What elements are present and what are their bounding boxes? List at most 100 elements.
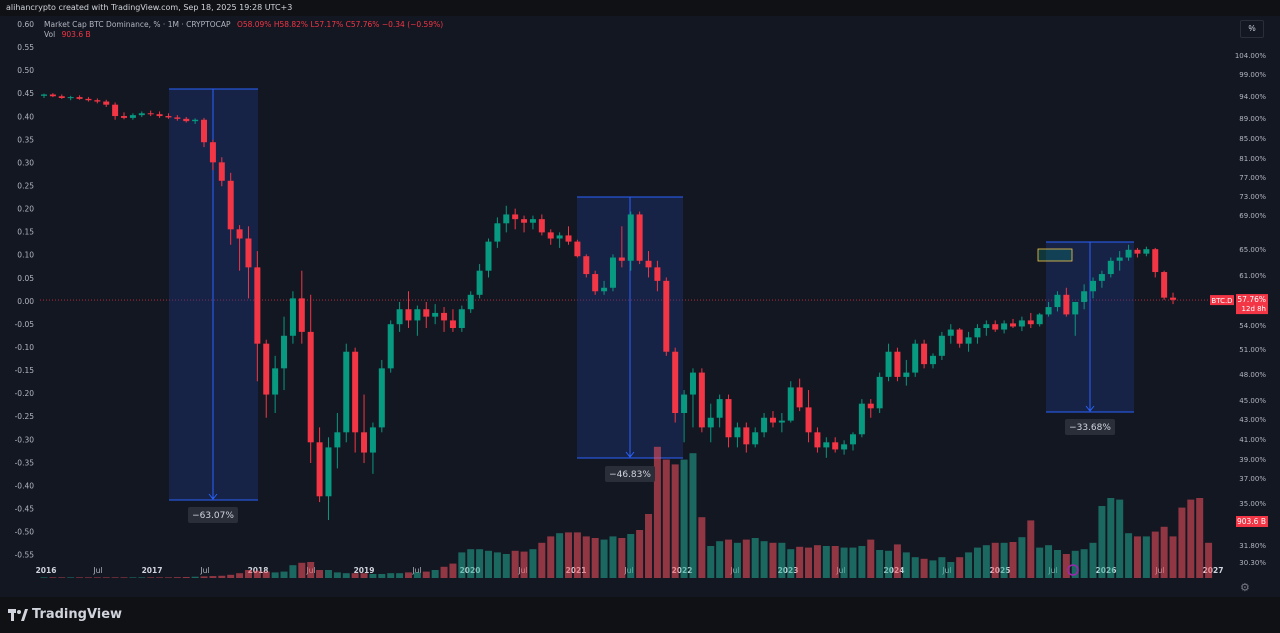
volume-bar [1160,526,1168,578]
candle-body [94,100,101,102]
candle-body [1081,291,1088,302]
candle-body [912,343,919,373]
brand-name: TradingView [32,607,123,622]
candle-body [1010,323,1017,327]
right-axis-tick: 73.00% [1239,193,1266,201]
volume-bar [182,577,190,578]
right-axis-tick: 69.00% [1239,212,1266,220]
x-axis-tick: 2027 [1203,566,1224,575]
volume-bar [1053,550,1061,578]
right-axis-tick: 77.00% [1239,174,1266,182]
volume-bar [324,570,332,578]
volume-bar [218,575,226,578]
candle-body [112,104,119,117]
candle-body [947,329,954,336]
percent-scale-button[interactable]: % [1240,20,1264,38]
candle-body [441,312,448,321]
volume-bar [1062,554,1070,578]
volume-bar [467,549,475,578]
chart-canvas[interactable]: 0.60 0.55 0.50 0.45 0.40 0.35 0.30 0.25 0.20 0.15… [0,16,1280,597]
candle-body [1063,294,1070,315]
volume-bar [787,549,795,578]
left-axis-tick: -0.45 [15,504,35,513]
candle-body [41,94,47,96]
candle-body [761,417,768,433]
candle-body [316,442,323,497]
volume-bar [1036,547,1044,578]
x-axis-tick: 2019 [354,566,375,575]
tradingview-logo-icon [8,608,28,621]
volume-bar [1080,549,1088,578]
left-axis-tick: 0.55 [17,43,34,52]
measure-2-label-bg [605,466,655,482]
volume-bar [67,577,75,578]
candle-body [414,309,421,321]
candle-body [1170,297,1177,300]
candle-body [1018,320,1025,327]
volume-bar [485,550,492,578]
volume-bar [805,547,813,578]
volume-bar [244,570,252,578]
candle-body [405,309,412,321]
left-axis-tick: -0.40 [15,481,35,490]
candle-body [752,432,759,445]
candle-body [618,257,625,261]
right-axis-tick: 35.00% [1239,500,1266,508]
volume-bar [609,536,617,578]
volume-bar [493,552,501,578]
volume-bar [760,541,768,578]
candle-body [556,235,563,239]
candle-body [734,427,741,438]
volume-bar [965,552,973,578]
candle-body [272,368,279,395]
candle-body [627,214,634,261]
volume-bar [102,577,110,578]
candle-body [334,432,341,448]
right-axis-tick: 54.00% [1239,322,1266,330]
volume-bar [1027,520,1035,578]
candle-body [236,229,243,239]
volume-bar [76,577,84,578]
candle-body [494,223,501,242]
candle-body [1107,260,1114,275]
volume-bar [129,577,137,578]
volume-bar [333,572,341,578]
volume-bar [253,570,261,578]
candle-body [965,337,972,344]
volume-bar [1098,506,1106,578]
candle-body [432,312,439,317]
candle-body [458,309,465,329]
candle-body [974,328,981,338]
candle-body [254,267,261,344]
header-bar: alihancrypto created with TradingView.co… [0,0,1280,16]
candle-body [58,96,65,98]
candle-body [707,417,714,428]
brand-logo[interactable]: TradingView [8,607,122,622]
candle-body [689,372,696,395]
candle-body [823,442,830,448]
candle-body [307,331,314,443]
candle-body [201,119,208,143]
measure-3-label-bg [1065,419,1115,435]
left-axis-tick: 0.05 [17,274,34,283]
candle-body [192,119,199,122]
candle-body [1001,323,1008,330]
volume-bar [956,557,964,578]
volume-bar [209,576,217,578]
candle-body [538,219,545,233]
right-axis-tick: 30.30% [1239,559,1266,567]
price-value-label: 57.76% [1237,295,1266,304]
volume-bar [1196,498,1204,578]
left-axis-tick: 0.45 [17,89,34,98]
candle-body [841,444,848,450]
candle-body [1161,272,1168,298]
volume-bar [769,542,777,578]
volume-bar [1018,537,1026,578]
left-axis-tick: 0.15 [17,228,34,237]
volume-bar [1169,536,1177,578]
candle-body [263,343,270,395]
volume-bar [680,459,688,578]
candle-body [485,241,492,271]
settings-gear-icon[interactable]: ⚙ [1240,582,1250,594]
x-axis-tick: 2026 [1096,566,1117,575]
